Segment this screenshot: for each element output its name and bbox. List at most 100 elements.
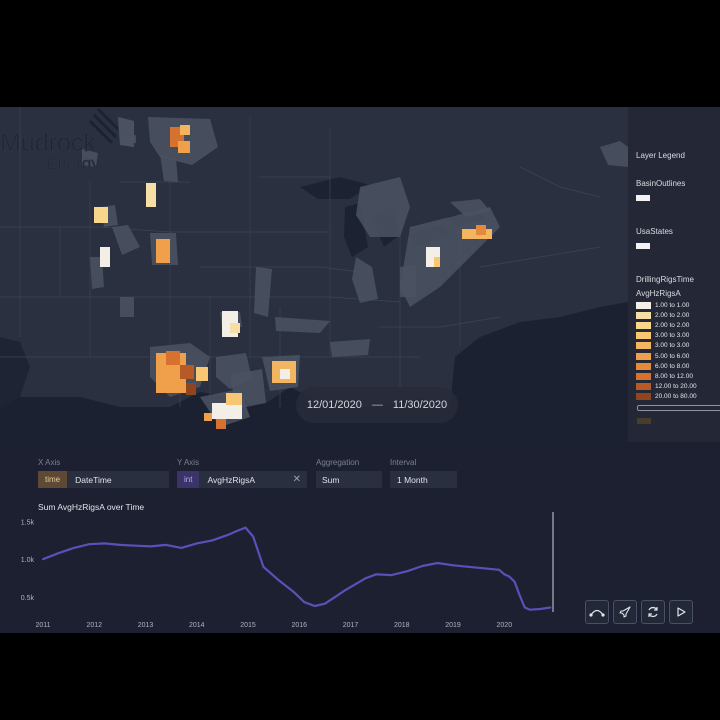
data-point — [354, 583, 357, 586]
legend-bin: 6.00 to 8.00 — [636, 361, 697, 371]
legend-bin-swatch — [636, 372, 651, 380]
data-point — [226, 534, 229, 537]
data-point — [549, 606, 552, 609]
data-point — [344, 589, 347, 592]
time-range-start: 12/01/2020 — [306, 399, 362, 411]
legend-chip — [637, 418, 651, 424]
data-point — [211, 539, 214, 542]
play-icon[interactable] — [669, 600, 693, 624]
legend-bin-label: 12.00 to 20.00 — [655, 383, 697, 391]
y-axis-type-tag: int — [177, 471, 200, 488]
logo-word-1: Mudrock — [0, 129, 96, 157]
x-tick-label: 2020 — [497, 622, 513, 629]
data-point — [72, 546, 75, 549]
x-tick-label: 2017 — [343, 622, 359, 629]
legend-title: Layer Legend — [636, 151, 685, 160]
rocket-icon[interactable] — [613, 600, 637, 624]
data-point — [293, 591, 296, 594]
data-point — [364, 577, 367, 580]
data-point — [195, 542, 198, 545]
time-series-chart[interactable]: 1.5k 1.0k 0.5k 2011 2012 2013 2014 2015 2016 2017… — [0, 512, 570, 633]
data-point — [513, 580, 516, 583]
y-tick-label: 0.5k — [21, 595, 35, 602]
interval-value: 1 Month — [397, 474, 428, 485]
layer-legend-panel: Layer Legend BasinOutlines UsaStates Dri… — [628, 107, 720, 442]
legend-bin-swatch — [636, 352, 651, 360]
data-point — [334, 595, 337, 598]
legend-bin-swatch — [636, 301, 651, 309]
x-tick-label: 2013 — [138, 622, 154, 629]
legend-opacity-slider[interactable] — [637, 405, 720, 411]
interval-label: Interval — [390, 458, 417, 467]
data-point — [436, 562, 439, 564]
legend-bin: 3.00 to 3.00 — [636, 331, 697, 341]
legend-bin-swatch — [636, 311, 651, 319]
legend-bin: 5.00 to 6.00 — [636, 351, 697, 361]
y-tick-label: 1.5k — [21, 520, 35, 527]
legend-bin: 2.00 to 2.00 — [636, 310, 697, 320]
y-axis-field-select[interactable]: int AvgHzRigsA ✕ — [177, 471, 307, 488]
aggregation-select[interactable]: Sum — [316, 471, 382, 488]
data-point — [42, 558, 44, 561]
aggregation-label: Aggregation — [316, 458, 360, 467]
x-axis-label: X Axis — [38, 458, 61, 467]
series-line — [42, 526, 551, 611]
refresh-icon[interactable] — [641, 600, 665, 624]
data-point — [375, 573, 378, 576]
data-point — [118, 543, 121, 546]
data-point — [452, 564, 455, 567]
legend-bin-label: 5.00 to 6.00 — [655, 352, 690, 360]
legend-swatch-usa-states — [636, 243, 650, 249]
aggregation-value: Sum — [322, 474, 340, 485]
time-range-end: 11/30/2020 — [392, 399, 448, 411]
logo-word-2: Energy — [46, 154, 100, 169]
y-axis-field: AvgHzRigsA — [207, 474, 256, 485]
path-icon[interactable] — [585, 600, 609, 624]
time-range-display[interactable]: 12/01/2020 — 11/30/2020 — [296, 387, 458, 423]
legend-layer-usa-states: UsaStates — [636, 227, 673, 236]
data-point — [180, 546, 183, 549]
legend-bin-label: 3.00 to 3.00 — [655, 332, 690, 340]
x-axis-field-select[interactable]: time DateTime — [38, 471, 169, 488]
data-point — [503, 573, 506, 576]
legend-bin-label: 2.00 to 2.00 — [655, 321, 690, 329]
legend-bin-swatch — [636, 393, 651, 401]
y-axis-label: Y Axis — [177, 458, 200, 467]
map-canvas[interactable] — [0, 107, 628, 442]
data-point — [252, 535, 255, 538]
data-point — [165, 543, 168, 546]
data-point — [390, 574, 393, 577]
interval-select[interactable]: 1 Month — [390, 471, 457, 488]
data-point — [518, 594, 521, 597]
data-point — [88, 543, 91, 546]
data-point — [482, 567, 485, 570]
data-point — [262, 565, 265, 568]
data-point — [277, 579, 280, 582]
legend-bin-label: 1.00 to 1.00 — [655, 301, 690, 309]
legend-bin-label: 2.00 to 2.00 — [655, 311, 690, 319]
data-point — [528, 608, 531, 611]
legend-bin: 3.00 to 3.00 — [636, 341, 697, 351]
clear-y-axis-icon[interactable]: ✕ — [292, 474, 301, 485]
map-view[interactable]: 12/01/2020 — 11/30/2020 Mudrock Energy — [0, 107, 628, 442]
legend-bin: 8.00 to 12.00 — [636, 371, 697, 381]
legend-bin-swatch — [636, 321, 651, 329]
legend-bin-label: 6.00 to 8.00 — [655, 362, 690, 370]
data-point — [523, 606, 526, 609]
legend-bin: 2.00 to 2.00 — [636, 320, 697, 330]
legend-bins: 1.00 to 1.00 2.00 to 2.00 2.00 to 2.00 3.00… — [636, 300, 697, 402]
x-tick-label: 2019 — [445, 622, 461, 629]
legend-bin-label: 20.00 to 80.00 — [655, 393, 697, 401]
legend-bin-swatch — [636, 332, 651, 340]
data-point — [149, 545, 152, 548]
data-point — [103, 542, 106, 545]
x-tick-label: 2011 — [35, 622, 50, 629]
data-point — [313, 604, 316, 607]
x-tick-label: 2014 — [189, 622, 205, 629]
x-axis-field: DateTime — [75, 474, 112, 485]
legend-bin: 12.00 to 20.00 — [636, 382, 697, 392]
data-point — [498, 568, 501, 571]
x-tick-label: 2015 — [240, 622, 256, 629]
x-tick-label: 2012 — [86, 622, 102, 629]
data-point — [467, 565, 470, 568]
